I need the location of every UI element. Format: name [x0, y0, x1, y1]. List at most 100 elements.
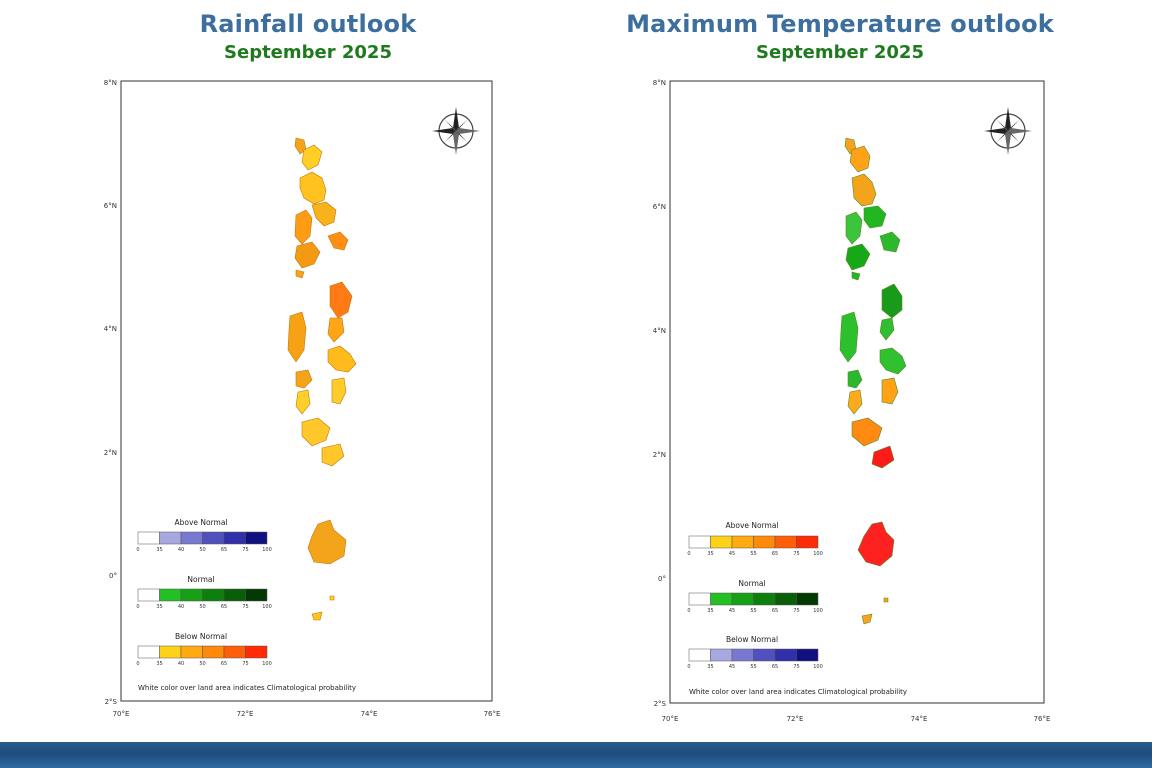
legend-swatch [180, 645, 203, 659]
legend-below-normal: Below Normal 0 35 40 50 65 75 100 [136, 632, 271, 667]
legend-above-normal: Above Normal 0 35 40 50 65 75 100 [136, 518, 271, 553]
legend-swatch [159, 645, 182, 659]
legend-tick-label: 35 [707, 608, 713, 614]
legend-swatch [137, 645, 160, 659]
lat-tick: 6°N [104, 202, 117, 210]
lon-tick: 72°E [787, 715, 804, 723]
legend-tick-label: 100 [813, 664, 823, 670]
legend-swatch [710, 592, 733, 606]
legend-title: Normal [187, 575, 214, 584]
lon-tick: 72°E [237, 710, 254, 718]
atoll-alif-alif [839, 311, 859, 363]
temperature-map: 8°N 6°N 4°N 2°N 0° 2°S 70°E 72°E 74°E 76… [653, 79, 1051, 723]
legend-tick-label: 0 [687, 551, 690, 557]
legend-swatch [245, 588, 268, 602]
legend-swatch [774, 648, 797, 662]
legend-swatch [245, 531, 268, 545]
legend-tick-label: 65 [772, 608, 778, 614]
legend-tick-label: 75 [242, 604, 248, 610]
legend-above-normal: Above Normal 0 35 45 55 65 75 100 [687, 521, 822, 557]
legend-title: Below Normal [726, 635, 778, 644]
lon-tick: 70°E [662, 715, 679, 723]
atoll-raa [294, 241, 321, 269]
legend-tick-label: 65 [772, 664, 778, 670]
legend-swatch [202, 645, 225, 659]
atoll-haa-alif [849, 145, 871, 173]
atoll-alif-alif [287, 311, 307, 363]
legend-tick-label: 75 [242, 661, 248, 667]
legend-tick-label: 65 [221, 661, 227, 667]
lat-tick: 4°N [104, 325, 117, 333]
legend-tick-label: 40 [178, 661, 184, 667]
legend-swatch [202, 588, 225, 602]
atoll-thaa [851, 417, 883, 447]
atoll-baa [295, 269, 305, 279]
atoll-addu [311, 611, 323, 621]
atoll-ihavandhippolhu [294, 137, 307, 155]
atoll-faafu [847, 369, 863, 389]
rainfall-outlook-panel: Rainfall outlook September 2025 8°N 6°N … [0, 0, 576, 740]
legend-tick-label: 45 [729, 664, 735, 670]
atoll-kaafu-south [879, 317, 895, 341]
legend-tick-label: 0 [687, 664, 690, 670]
atoll-noonu [845, 211, 863, 245]
legend-tick-label: 45 [729, 608, 735, 614]
legend-swatch [796, 535, 819, 549]
legend-tick-label: 50 [199, 604, 205, 610]
legend-swatch [137, 588, 160, 602]
temperature-title: Maximum Temperature outlook [626, 10, 1054, 38]
legend-swatch [223, 645, 246, 659]
lat-tick: 2°N [653, 451, 666, 459]
legend-below-normal: Below Normal 0 35 45 55 65 75 100 [687, 635, 822, 670]
atoll-thaa [301, 417, 331, 447]
legend-tick-label: 35 [156, 547, 162, 553]
legend-tick-label: 65 [772, 551, 778, 557]
atoll-vaavu [879, 347, 907, 375]
legend-swatch [774, 592, 797, 606]
legend-swatch [688, 535, 711, 549]
lat-tick: 0° [658, 575, 666, 583]
lat-tick: 8°N [104, 79, 117, 87]
lon-tick: 74°E [911, 715, 928, 723]
atoll-fuvahmulah [883, 597, 889, 603]
legend-tick-label: 35 [156, 604, 162, 610]
atolls-rainfall [287, 137, 357, 621]
legend-tick-label: 65 [221, 547, 227, 553]
legend-swatch [710, 648, 733, 662]
legend-swatch [710, 535, 733, 549]
atoll-shaviyani [863, 205, 887, 229]
legend-tick-label: 55 [750, 664, 756, 670]
legend-normal: Normal 0 35 45 55 65 75 100 [687, 579, 822, 614]
lon-tick: 76°E [484, 710, 501, 718]
atoll-meemu [881, 377, 899, 405]
legend-swatch [688, 648, 711, 662]
legend-swatch [159, 531, 182, 545]
legend-swatch [688, 592, 711, 606]
lon-tick: 76°E [1034, 715, 1051, 723]
legend-swatch [202, 531, 225, 545]
atoll-lhaviyani [327, 231, 349, 251]
legend-title: Below Normal [175, 632, 227, 641]
legend-swatch [774, 535, 797, 549]
legend-swatch [137, 531, 160, 545]
legend-tick-label: 35 [707, 551, 713, 557]
legend-swatch [180, 531, 203, 545]
lat-tick: 2°N [104, 449, 117, 457]
legend-normal: Normal 0 35 40 50 65 75 100 [136, 575, 271, 610]
atoll-fuvahmulah [329, 595, 335, 601]
legend-tick-label: 0 [687, 608, 690, 614]
legend-tick-label: 100 [262, 661, 272, 667]
legend-tick-label: 100 [813, 551, 823, 557]
legend-tick-label: 0 [136, 547, 139, 553]
atoll-raa [845, 243, 871, 271]
legend-swatch [796, 592, 819, 606]
legend-tick-label: 0 [136, 661, 139, 667]
atoll-baa [851, 271, 861, 281]
legend-swatch [731, 648, 754, 662]
legend-tick-label: 75 [793, 551, 799, 557]
atoll-dhaalu [847, 389, 863, 415]
atoll-huvadhu [857, 521, 895, 567]
legend-title: Normal [738, 579, 765, 588]
legend-tick-label: 65 [221, 604, 227, 610]
atoll-dhaalu [295, 389, 311, 415]
